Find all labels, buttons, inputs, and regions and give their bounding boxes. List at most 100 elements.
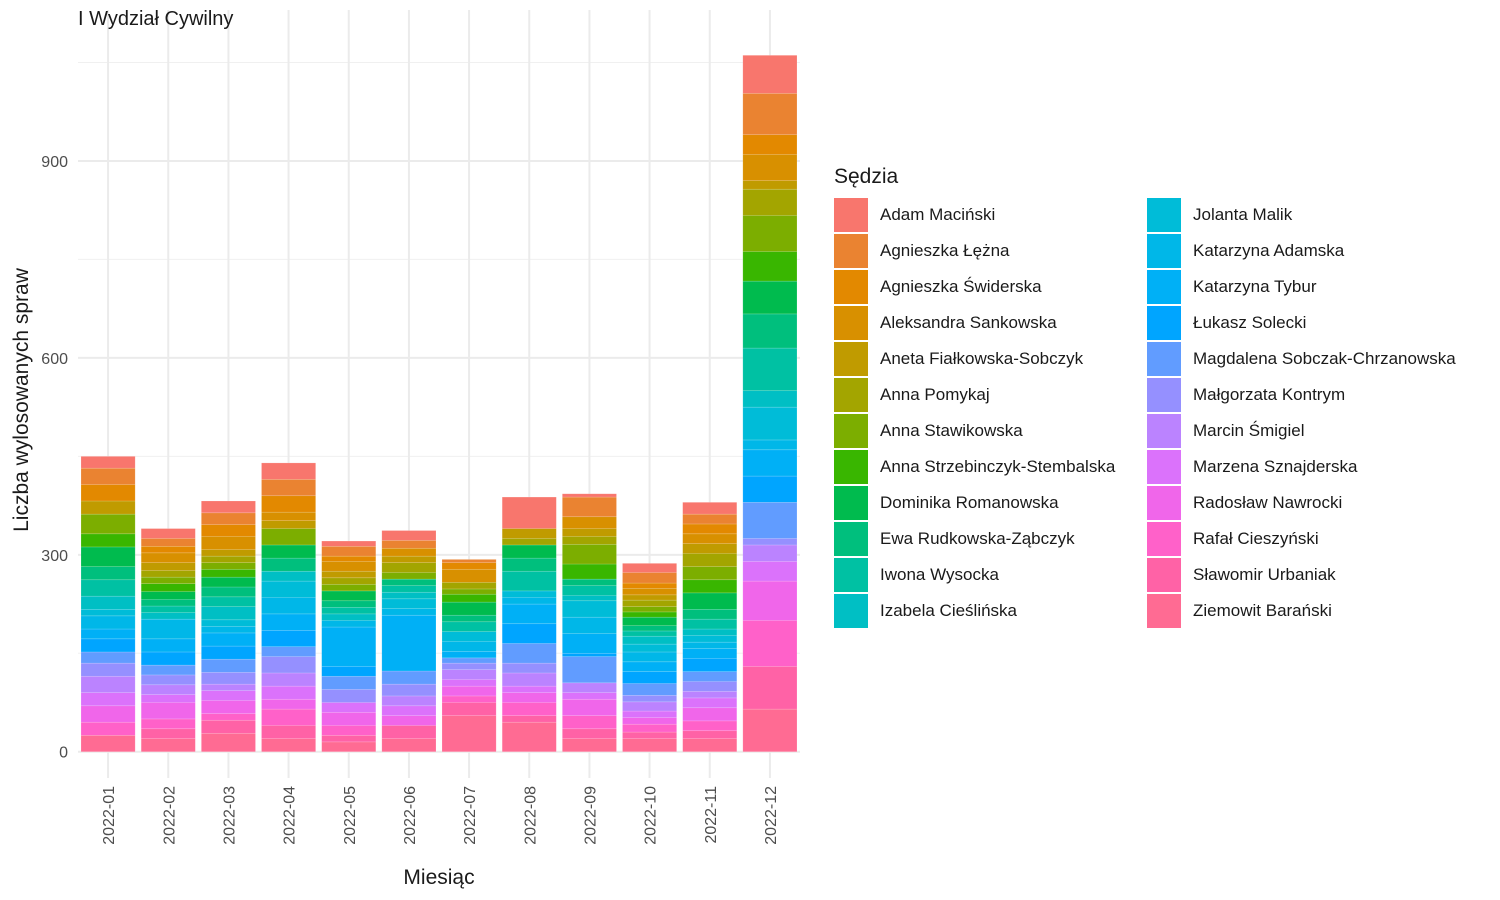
bar-segment xyxy=(682,628,738,636)
bar-segment xyxy=(501,528,557,539)
bar-segment xyxy=(381,683,437,697)
bar-segment xyxy=(140,591,196,600)
bar-segment xyxy=(562,528,617,537)
bar-segment xyxy=(622,582,677,589)
bar-segment xyxy=(562,493,617,498)
bar-segment xyxy=(261,511,316,521)
legend-swatch xyxy=(834,306,868,340)
x-axis-title: Miesiąc xyxy=(403,866,475,889)
bar-segment xyxy=(321,561,377,572)
bar-segment xyxy=(381,670,437,685)
legend-swatch xyxy=(1147,306,1181,340)
bar-segment xyxy=(261,557,316,572)
bar-segment xyxy=(261,613,316,631)
bar-segment xyxy=(441,614,497,623)
bar-segment xyxy=(321,702,377,713)
bar-segment xyxy=(140,583,196,592)
bar-segment xyxy=(682,579,738,594)
bar-segment xyxy=(622,635,677,645)
bar-segment xyxy=(562,728,617,739)
bar-segment xyxy=(742,134,798,155)
x-tick-label: 2022-04 xyxy=(282,786,299,845)
bar-segment xyxy=(622,683,677,696)
bar-segment xyxy=(201,619,256,627)
bar-segment xyxy=(682,543,738,554)
bar-segment xyxy=(321,620,377,628)
bar-segment xyxy=(80,675,136,693)
bar-segment xyxy=(140,528,196,539)
bar-segment xyxy=(80,662,136,677)
bar-segment xyxy=(742,561,798,582)
bar-segment xyxy=(261,698,316,710)
bar-segment xyxy=(742,188,798,216)
bar-segment xyxy=(381,585,437,593)
bar-segment xyxy=(140,538,196,547)
bar-segment xyxy=(140,651,196,666)
legend-label: Aneta Fiałkowska-Sobczyk xyxy=(880,349,1084,368)
bar-segment xyxy=(80,692,136,707)
bar-segment xyxy=(261,672,316,687)
legend-item: Aleksandra Sankowska xyxy=(834,305,1147,341)
bar-segment xyxy=(261,738,316,753)
legend-item: Łukasz Solecki xyxy=(1147,305,1477,341)
bar-segment xyxy=(80,721,136,736)
bar-segment xyxy=(140,738,196,753)
bar-segment xyxy=(682,635,738,643)
legend-label: Ewa Rudkowska-Ząbczyk xyxy=(880,529,1075,548)
bar-segment xyxy=(742,580,798,621)
bar-segment xyxy=(501,715,557,723)
bar-segment xyxy=(622,572,677,584)
bar-segment xyxy=(562,595,617,602)
bar-segment xyxy=(682,592,738,610)
bar-segment xyxy=(501,662,557,674)
bar-segment xyxy=(501,538,557,546)
bar-segment xyxy=(140,545,196,554)
legend-swatch xyxy=(1147,522,1181,556)
bar-segment xyxy=(381,578,437,586)
bar-segment xyxy=(201,632,256,647)
bar-segment xyxy=(682,523,738,535)
bar-segment xyxy=(501,702,557,716)
bar-segment xyxy=(321,735,377,743)
bar-segment xyxy=(201,536,256,550)
bar-segment xyxy=(742,251,798,282)
bar-segment xyxy=(261,646,316,657)
bar-segment xyxy=(501,496,557,529)
bar-segment xyxy=(321,555,377,562)
legend-item: Anna Stawikowska xyxy=(834,413,1147,449)
bar-segment xyxy=(682,707,738,722)
bar-segment xyxy=(622,611,677,618)
bar-segment xyxy=(381,725,437,739)
bar-segment xyxy=(140,618,196,640)
bar-segment xyxy=(622,694,677,703)
bar-segment xyxy=(201,713,256,721)
bar-segment xyxy=(321,545,377,557)
bar-segment xyxy=(261,520,316,529)
legend-label: Marcin Śmigiel xyxy=(1193,421,1305,440)
legend-item: Sławomir Urbaniak xyxy=(1147,557,1477,593)
bar-segment xyxy=(562,516,617,529)
legend-item: Ziemowit Barański xyxy=(1147,593,1477,629)
bar-segment xyxy=(562,600,617,618)
bar-segment xyxy=(622,671,677,684)
legend-swatch xyxy=(1147,594,1181,628)
bar-segment xyxy=(682,697,738,709)
bar-segment xyxy=(622,625,677,632)
bar-segment xyxy=(321,626,377,667)
bar-segment xyxy=(682,720,738,732)
y-tick-label: 300 xyxy=(41,548,68,565)
legend-swatch xyxy=(834,270,868,304)
legend-label: Małgorzata Kontrym xyxy=(1193,385,1346,404)
bar-segment xyxy=(742,544,798,562)
bar-segment xyxy=(321,689,377,703)
x-tick-label: 2022-02 xyxy=(161,786,178,845)
bar-segment xyxy=(80,609,136,617)
bar-segment xyxy=(562,738,617,753)
legend-swatch xyxy=(1147,342,1181,376)
legend-swatch xyxy=(1147,270,1181,304)
bar-segment xyxy=(381,572,437,580)
bar-segment xyxy=(441,669,497,680)
x-tick-label: 2022-09 xyxy=(582,786,599,845)
legend-label: Katarzyna Tybur xyxy=(1193,277,1317,296)
bar-segment xyxy=(201,626,256,634)
